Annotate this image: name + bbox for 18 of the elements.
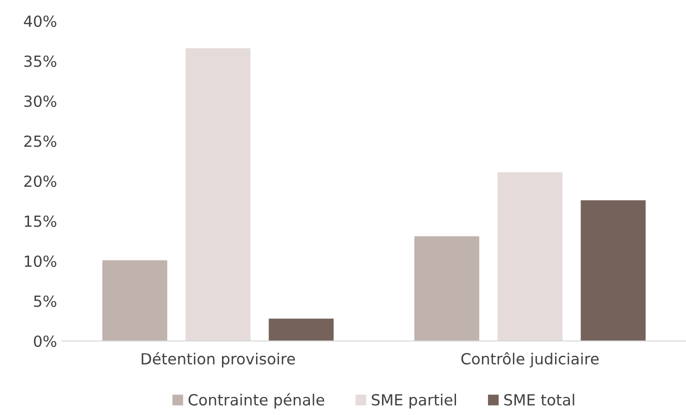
legend-label: SME partiel [372,394,456,409]
y-tick-label: 10% [24,255,56,268]
legend-label: Contrainte pénale [188,393,324,409]
legend-label: SME total [504,394,574,406]
y-tick-label: 25% [24,135,56,148]
y-tick-label: 35% [24,55,56,68]
y-tick-label: 40% [24,15,56,28]
x-tick-label: Détention provisoire [142,352,295,368]
y-tick-label: 5% [34,295,56,308]
bar [268,318,334,341]
x-tick-label: Contrôle judiciaire [461,352,599,368]
bar [414,236,480,341]
bar [580,200,646,341]
bar [102,260,168,341]
y-tick-label: 0% [34,335,56,348]
y-tick-label: 20% [24,175,56,188]
y-tick-label: 15% [24,215,56,228]
y-tick-label: 30% [24,95,56,108]
